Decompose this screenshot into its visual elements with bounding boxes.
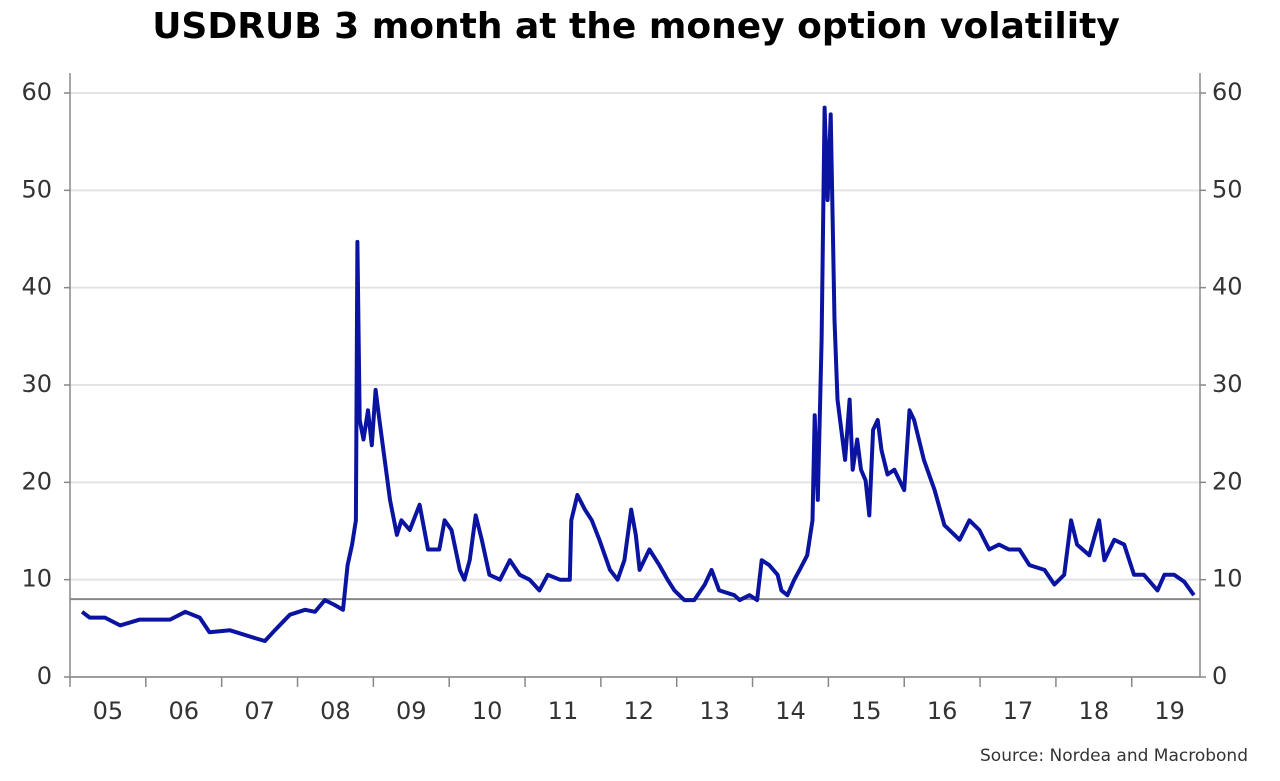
y-tick-label: 0 — [37, 662, 52, 690]
x-tick-label: 06 — [168, 697, 199, 725]
chart-title: USDRUB 3 month at the money option volat… — [152, 6, 1120, 47]
source-note: Source: Nordea and Macrobond — [980, 746, 1248, 766]
x-tick-label: 16 — [927, 697, 958, 725]
y-tick-label: 60 — [21, 78, 52, 106]
x-tick-label: 05 — [93, 697, 124, 725]
x-tick-label: 09 — [396, 697, 427, 725]
x-tick-label: 10 — [472, 697, 503, 725]
x-tick-label: 14 — [775, 697, 806, 725]
series-line — [80, 105, 1196, 643]
x-tick-label: 11 — [548, 697, 579, 725]
y2-tick-label: 40 — [1212, 273, 1243, 301]
y-tick-label: 30 — [21, 370, 52, 398]
x-tick-label: 18 — [1079, 697, 1110, 725]
x-tick-label: 17 — [1003, 697, 1034, 725]
y2-tick-label: 60 — [1212, 78, 1243, 106]
y2-tick-label: 30 — [1212, 370, 1243, 398]
x-tick-label: 15 — [851, 697, 882, 725]
x-tick-label: 07 — [244, 697, 275, 725]
y2-tick-label: 10 — [1212, 565, 1243, 593]
x-tick-label: 08 — [320, 697, 351, 725]
x-tick-label: 12 — [624, 697, 655, 725]
y2-tick-label: 0 — [1212, 662, 1227, 690]
y-tick-label: 20 — [21, 467, 52, 495]
y2-tick-label: 50 — [1212, 175, 1243, 203]
y-tick-label: 40 — [21, 273, 52, 301]
y2-tick-label: 20 — [1212, 467, 1243, 495]
y-tick-label: 10 — [21, 565, 52, 593]
x-tick-label: 13 — [699, 697, 730, 725]
x-tick-label: 19 — [1154, 697, 1185, 725]
y-tick-label: 50 — [21, 175, 52, 203]
